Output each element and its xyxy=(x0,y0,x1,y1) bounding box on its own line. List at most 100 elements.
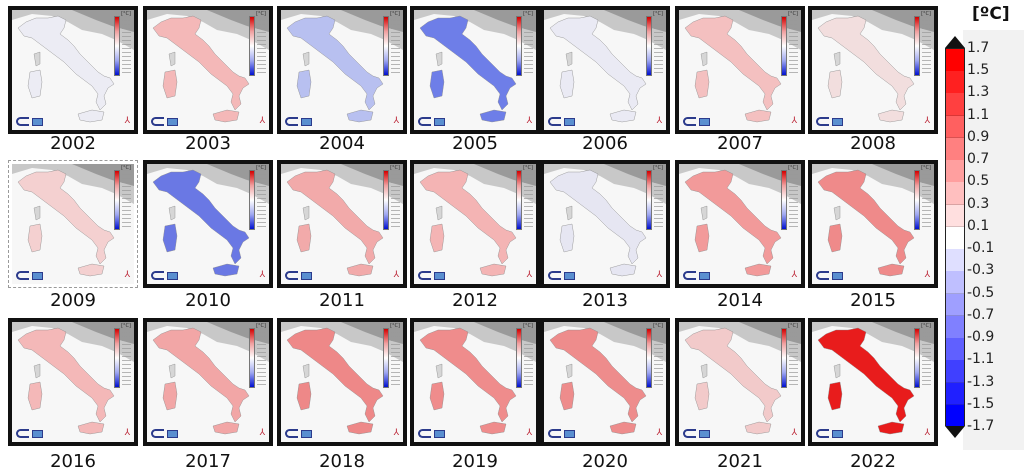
colorbar-tick-label: -1.3 xyxy=(967,373,995,390)
sicily-island xyxy=(346,263,374,277)
map-panel-2011: [°C] ⅄ xyxy=(277,160,407,288)
institution-logo-icon xyxy=(816,271,829,280)
mini-colorbar xyxy=(781,16,787,76)
italy-temperature-map xyxy=(281,322,403,435)
map-area: [°C] ⅄ xyxy=(679,164,801,284)
colorbar-tick-label: 1.5 xyxy=(967,62,990,79)
mini-colorbar-unit: [°C] xyxy=(523,165,533,171)
colorbar-tick-label: 1.1 xyxy=(967,106,990,123)
mini-colorbar xyxy=(383,170,389,230)
colorbar-tick-label: 1.7 xyxy=(967,40,990,56)
year-label-2015: 2015 xyxy=(850,290,896,311)
institution-logo-icon xyxy=(16,271,29,280)
mini-colorbar-ticks xyxy=(789,16,798,74)
map-panel-2021: [°C] ⅄ xyxy=(675,318,805,446)
italy-mainland xyxy=(684,327,782,423)
mini-colorbar-ticks xyxy=(922,328,931,386)
sicily-island xyxy=(77,109,105,123)
mini-colorbar xyxy=(646,16,652,76)
year-label-2019: 2019 xyxy=(452,451,498,472)
mini-colorbar xyxy=(249,328,255,388)
sicily-island xyxy=(609,109,637,123)
institution-logo-icon xyxy=(16,429,29,438)
corsica-island xyxy=(565,51,573,67)
colorbar-band xyxy=(946,293,964,317)
italy-mainland xyxy=(419,327,517,423)
italy-mainland xyxy=(17,327,115,423)
map-area: [°C] ⅄ xyxy=(281,10,403,130)
agency-logo-icon xyxy=(434,272,445,280)
colorbar-band xyxy=(946,182,964,206)
institution-logo-icon xyxy=(418,271,431,280)
mini-colorbar-unit: [°C] xyxy=(788,165,798,171)
colorbar-bottom-cap xyxy=(945,426,965,438)
sardinia-island xyxy=(296,381,312,411)
italy-temperature-map xyxy=(679,164,801,277)
north-arrow-icon: ⅄ xyxy=(526,270,533,280)
mini-colorbar-unit: [°C] xyxy=(653,165,663,171)
colorbar-band xyxy=(946,49,964,72)
mini-colorbar-ticks xyxy=(654,16,663,74)
agency-logo-icon xyxy=(301,118,312,126)
map-area: [°C] ⅄ xyxy=(281,322,403,442)
year-label-2021: 2021 xyxy=(717,451,763,472)
map-area: [°C] ⅄ xyxy=(812,164,934,284)
map-area: [°C] ⅄ xyxy=(12,164,134,284)
sicily-island xyxy=(346,421,374,435)
colorbar-tick-label: -1.1 xyxy=(967,351,995,368)
corsica-island xyxy=(700,51,708,67)
corsica-island xyxy=(833,363,841,379)
sicily-island xyxy=(609,263,637,277)
mini-colorbar xyxy=(114,328,120,388)
institution-logo-icon xyxy=(816,429,829,438)
mini-colorbar-ticks xyxy=(257,328,266,386)
north-arrow-icon: ⅄ xyxy=(924,270,931,280)
mini-colorbar-unit: [°C] xyxy=(653,11,663,17)
corsica-island xyxy=(435,363,443,379)
year-label-2016: 2016 xyxy=(50,451,96,472)
north-arrow-icon: ⅄ xyxy=(791,428,798,438)
colorbar-tick-label: 0.5 xyxy=(967,173,990,190)
sardinia-island xyxy=(429,381,445,411)
mini-colorbar-ticks xyxy=(789,170,798,228)
institution-logo-icon xyxy=(418,117,431,126)
mini-colorbar-unit: [°C] xyxy=(523,323,533,329)
institution-logo-icon xyxy=(548,271,561,280)
mini-colorbar-ticks xyxy=(391,16,400,74)
map-area: [°C] ⅄ xyxy=(414,164,536,284)
sardinia-island xyxy=(27,223,43,253)
colorbar-band xyxy=(946,160,964,183)
mini-colorbar-unit: [°C] xyxy=(921,11,931,17)
italy-mainland xyxy=(419,169,517,265)
sardinia-island xyxy=(694,381,710,411)
year-label-2003: 2003 xyxy=(185,133,231,154)
north-arrow-icon: ⅄ xyxy=(791,270,798,280)
mini-colorbar-unit: [°C] xyxy=(921,165,931,171)
north-arrow-icon: ⅄ xyxy=(526,116,533,126)
mini-colorbar xyxy=(383,16,389,76)
north-arrow-icon: ⅄ xyxy=(791,116,798,126)
sardinia-island xyxy=(694,223,710,253)
mini-colorbar-ticks xyxy=(789,328,798,386)
map-area: [°C] ⅄ xyxy=(812,10,934,130)
italy-temperature-map xyxy=(12,164,134,277)
sardinia-island xyxy=(429,69,445,99)
map-area: [°C] ⅄ xyxy=(414,322,536,442)
mini-colorbar xyxy=(781,170,787,230)
italy-temperature-map xyxy=(544,10,666,123)
mini-colorbar xyxy=(781,328,787,388)
colorbar-band xyxy=(946,137,964,161)
italy-temperature-map xyxy=(147,322,269,435)
agency-logo-icon xyxy=(167,272,178,280)
mini-colorbar xyxy=(249,170,255,230)
legend-unit-label: [ºC] xyxy=(972,4,1010,24)
north-arrow-icon: ⅄ xyxy=(259,428,266,438)
agency-logo-icon xyxy=(301,430,312,438)
mini-colorbar-ticks xyxy=(122,170,131,228)
year-label-2009: 2009 xyxy=(50,290,96,311)
north-arrow-icon: ⅄ xyxy=(393,116,400,126)
map-area: [°C] ⅄ xyxy=(147,10,269,130)
mini-colorbar-unit: [°C] xyxy=(523,11,533,17)
institution-logo-icon xyxy=(548,429,561,438)
corsica-island xyxy=(302,205,310,221)
